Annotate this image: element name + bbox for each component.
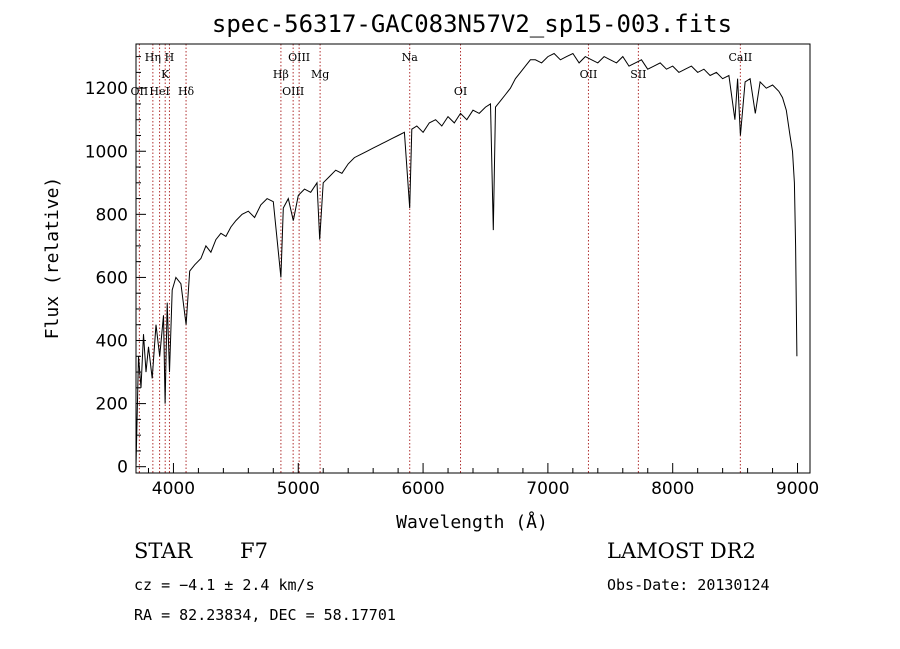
spectral-line-label: Mg [311,68,329,81]
x-tick-label: 6000 [401,479,444,499]
survey-name: LAMOST DR2 [607,539,756,563]
spectral-line-label: SII [630,68,646,81]
spectral-line-label: Hδ [178,85,195,98]
spectral-line-label: OIII [282,85,304,98]
spectral-line-label: H [165,51,175,64]
x-tick-label: 7000 [526,479,569,499]
spectral-line-label: HeI [149,85,169,98]
x-axis-ticks: 4000 5000 6000 7000 8000 9000 [147,463,819,499]
chart-title: spec-56317-GAC083N57V2_sp15-003.fits [212,10,732,38]
x-tick-label: 4000 [152,479,195,499]
coordinates: RA = 82.23834, DEC = 58.17701 [134,606,396,624]
spectral-line-label: Hη [145,51,161,64]
y-tick-label: 1000 [85,142,128,162]
y-tick-label: 400 [96,332,128,352]
object-class: STAR [134,539,193,563]
spectral-line-label: OII [131,85,149,98]
spectral-line-label: OIII [288,51,310,64]
spectral-line-label: CaII [729,51,753,64]
spectral-line-label: Na [402,51,419,64]
spectral-line-label: Hβ [273,68,289,81]
x-axis-label: Wavelength (Å) [396,511,548,533]
x-tick-label: 9000 [776,479,819,499]
plot-frame [135,43,811,474]
y-tick-label: 1200 [85,79,128,99]
spectral-line-markers [138,44,741,473]
y-tick-label: 600 [96,268,128,288]
x-tick-label: 5000 [277,479,320,499]
spectral-line-label: K [161,68,170,81]
y-tick-label: 200 [96,395,128,415]
spectrum-series-line [135,52,798,467]
spectral-line-label: OII [580,68,598,81]
spectral-line-label: OI [454,85,467,98]
y-axis-label: Flux (relative) [42,177,63,340]
redshift-velocity: cz = −4.1 ± 2.4 km/s [134,576,315,594]
y-axis-ticks: 0 200 400 600 800 1000 1200 [85,56,146,478]
observation-date: Obs-Date: 20130124 [607,576,770,594]
y-tick-label: 800 [96,205,128,225]
y-tick-label: 0 [117,458,128,478]
object-subclass: F7 [240,539,268,563]
x-tick-label: 8000 [651,479,694,499]
